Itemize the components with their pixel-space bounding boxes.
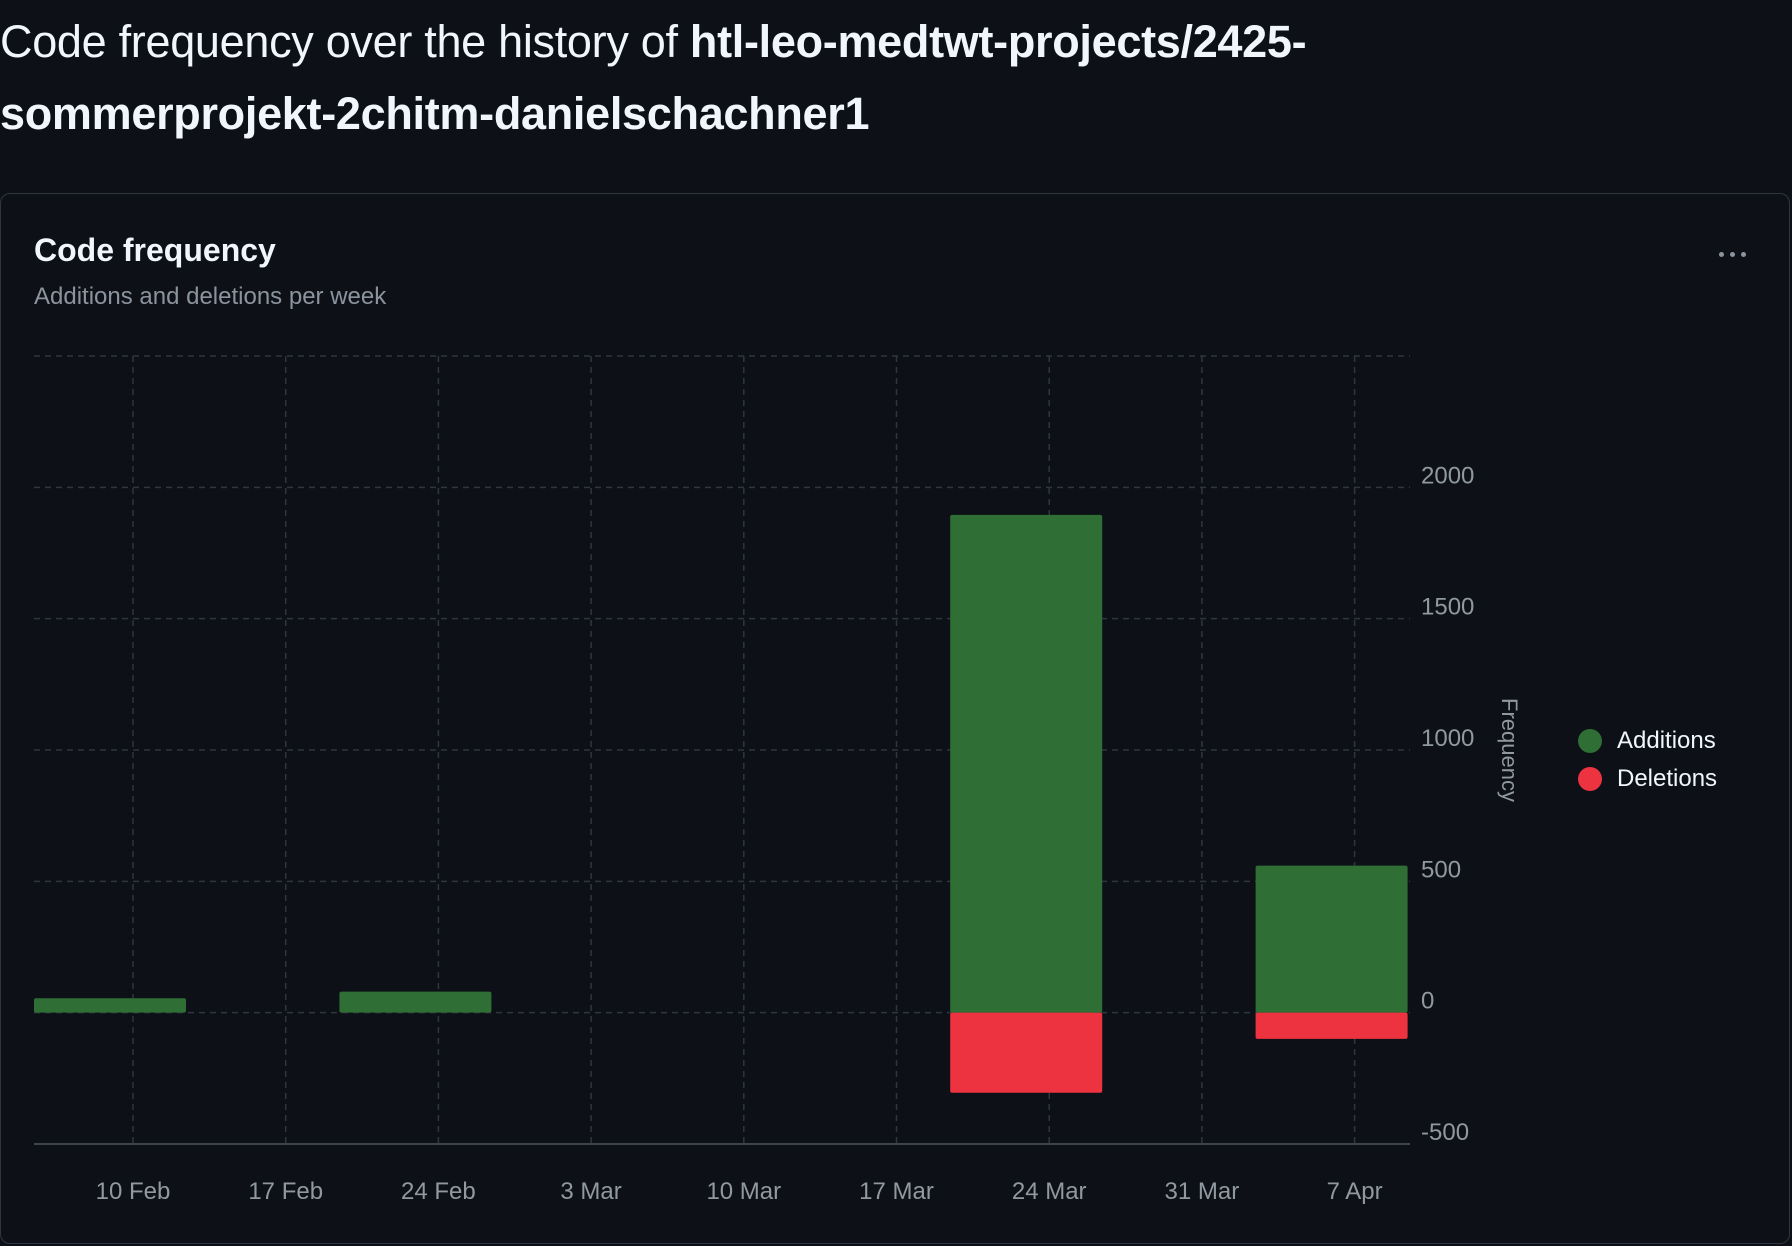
x-tick-label: 10 Mar <box>706 1178 781 1205</box>
y-tick-label: 2000 <box>1421 462 1474 489</box>
legend-label-deletions: Deletions <box>1617 765 1718 792</box>
y-tick-label: 1000 <box>1421 725 1474 752</box>
legend-dot-additions <box>1578 729 1602 753</box>
bar-additions <box>950 514 1103 1013</box>
legend-item-deletions[interactable]: Deletions <box>1578 760 1717 798</box>
x-tick-label: 24 Feb <box>401 1178 476 1205</box>
bar-deletions <box>1255 1012 1408 1039</box>
x-tick-label: 17 Feb <box>248 1178 323 1205</box>
y-tick-label: 1500 <box>1421 594 1474 621</box>
code-frequency-card <box>0 193 1790 1244</box>
repository-link[interactable]: htl-leo-medtwt-projects/2425-sommerproje… <box>0 16 1307 139</box>
chart-legend: Additions Deletions <box>1578 722 1717 798</box>
chart-subtitle: Additions and deletions per week <box>34 283 387 310</box>
chart-grid <box>34 355 1410 1145</box>
chart-title: Code frequency <box>34 232 276 268</box>
x-tick-label: 3 Mar <box>560 1178 621 1205</box>
x-tick-label: 7 Apr <box>1327 1178 1383 1205</box>
more-options-button[interactable] <box>1700 236 1764 272</box>
page-title-prefix: Code frequency over the history of <box>0 16 690 67</box>
x-tick-label: 10 Feb <box>96 1178 171 1205</box>
legend-label-additions: Additions <box>1617 727 1716 754</box>
legend-item-additions[interactable]: Additions <box>1578 722 1717 760</box>
y-tick-label: 500 <box>1421 856 1461 883</box>
x-tick-label: 24 Mar <box>1012 1178 1087 1205</box>
bar-additions <box>1255 865 1408 1013</box>
bar-additions <box>339 991 492 1013</box>
kebab-horizontal-icon <box>1718 251 1724 257</box>
chart-bars <box>34 514 1408 1093</box>
y-tick-label: -500 <box>1421 1119 1469 1146</box>
kebab-horizontal-icon <box>1729 251 1735 257</box>
chart-labels: 10 Feb 17 Feb 24 Feb 3 Mar 10 Mar 17 Mar 24 Ma… <box>96 462 1475 1205</box>
page-title: Code frequency over the history of htl-l… <box>0 6 1500 150</box>
kebab-horizontal-icon <box>1740 251 1746 257</box>
x-tick-label: 17 Mar <box>859 1178 934 1205</box>
bar-deletions <box>950 1012 1103 1093</box>
legend-dot-deletions <box>1578 767 1602 791</box>
x-tick-label: 31 Mar <box>1165 1178 1240 1205</box>
y-axis-title: Frequency <box>1497 698 1522 802</box>
bar-additions <box>34 998 186 1013</box>
y-tick-label: 0 <box>1421 988 1434 1015</box>
